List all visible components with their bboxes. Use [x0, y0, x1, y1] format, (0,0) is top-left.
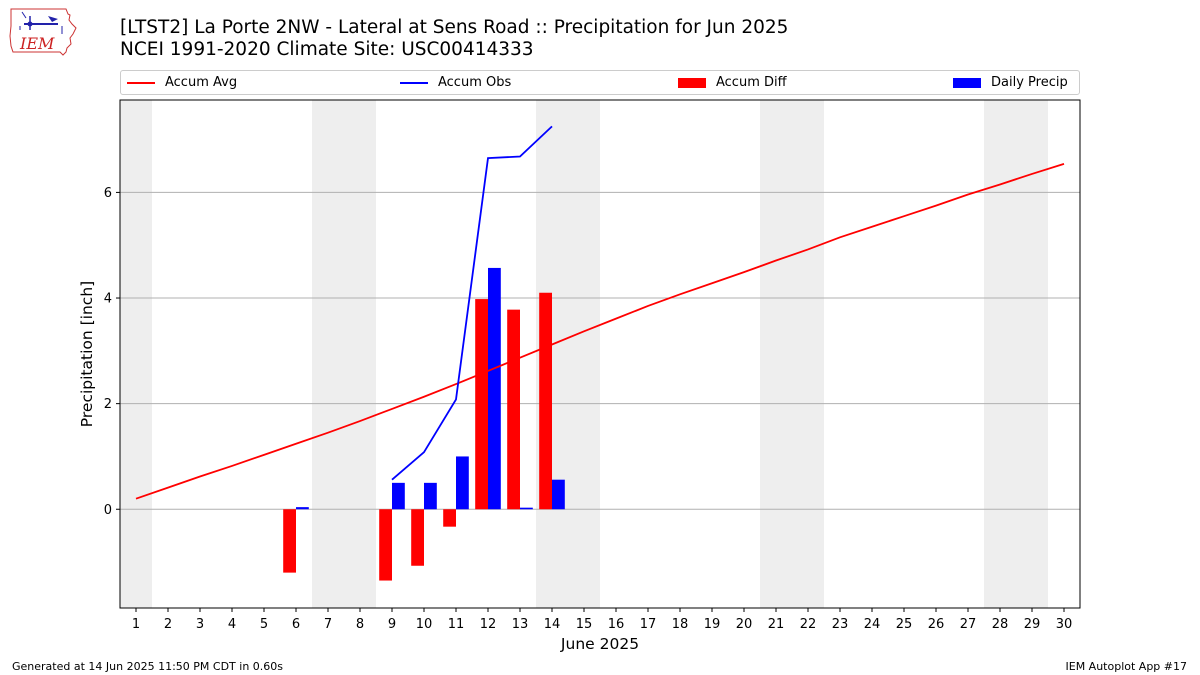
legend-item-accum-diff: Accum Diff	[678, 71, 787, 94]
accum-avg-line	[135, 163, 1065, 500]
daily-bar-day-12	[488, 267, 501, 510]
xtick-label-1: 1	[132, 617, 140, 632]
legend-label-accum-avg: Accum Avg	[165, 75, 238, 90]
xtick-label-4: 4	[228, 617, 236, 632]
legend-swatch-accum-diff	[678, 77, 706, 88]
legend-label-accum-diff: Accum Diff	[716, 75, 787, 90]
xtick-label-9: 9	[388, 617, 396, 632]
x-axis-label: June 2025	[560, 635, 639, 653]
xtick-label-11: 11	[448, 617, 465, 632]
xtick-label-18: 18	[672, 617, 689, 632]
legend-item-accum-avg: Accum Avg	[127, 71, 237, 94]
logo-text: IEM	[19, 34, 55, 53]
daily-bar-day-6	[296, 507, 309, 510]
accum-obs-line	[391, 125, 553, 481]
xtick-label-24: 24	[864, 617, 881, 632]
legend-label-accum-obs: Accum Obs	[438, 75, 512, 90]
weekend-band-1	[120, 100, 152, 608]
diff-bar-day-13	[507, 309, 520, 510]
xtick-label-19: 19	[704, 617, 721, 632]
xtick-label-7: 7	[324, 617, 332, 632]
ytick-label-2: 2	[104, 397, 112, 412]
xtick-label-29: 29	[1024, 617, 1041, 632]
xtick-label-21: 21	[768, 617, 785, 632]
diff-bar-day-6	[283, 509, 296, 573]
legend-item-accum-obs: Accum Obs	[400, 71, 511, 94]
xtick-label-2: 2	[164, 617, 172, 632]
weekend-band-7	[312, 100, 344, 608]
xtick-label-27: 27	[960, 617, 977, 632]
daily-bar-day-14	[552, 479, 565, 510]
legend-swatch-daily-precip	[953, 77, 981, 88]
diff-bar-day-14	[539, 292, 552, 510]
diff-bar-day-11	[443, 509, 456, 527]
daily-bar-day-9	[392, 482, 405, 510]
xtick-label-17: 17	[640, 617, 657, 632]
xtick-label-3: 3	[196, 617, 204, 632]
weekend-band-29	[1016, 100, 1048, 608]
xtick-label-5: 5	[260, 617, 268, 632]
weekend-band-22	[792, 100, 824, 608]
legend-swatch-accum-avg	[127, 81, 155, 84]
xtick-label-20: 20	[736, 617, 753, 632]
xtick-label-16: 16	[608, 617, 625, 632]
xtick-label-28: 28	[992, 617, 1009, 632]
footer-generated: Generated at 14 Jun 2025 11:50 PM CDT in…	[12, 660, 284, 673]
diff-bar-day-9	[379, 509, 392, 581]
xtick-label-8: 8	[356, 617, 364, 632]
footer-app: IEM Autoplot App #17	[1065, 660, 1188, 673]
diff-bar-day-10	[411, 509, 424, 566]
weekend-band-28	[984, 100, 1016, 608]
xtick-label-6: 6	[292, 617, 300, 632]
iowa-map-icon: IEM	[9, 8, 77, 56]
legend-item-daily-precip: Daily Precip	[953, 71, 1068, 94]
chart-subtitle: NCEI 1991-2020 Climate Site: USC00414333	[120, 39, 534, 60]
xtick-label-30: 30	[1056, 617, 1073, 632]
ytick-label-4: 4	[104, 292, 112, 307]
chart-title: [LTST2] La Porte 2NW - Lateral at Sens R…	[120, 17, 789, 38]
plot-frame	[119, 99, 1081, 609]
iem-logo: IEM	[8, 6, 80, 58]
xtick-label-10: 10	[416, 617, 433, 632]
ytick-label-0: 0	[104, 503, 112, 518]
xtick-label-14: 14	[544, 617, 561, 632]
legend: Accum Avg Accum Obs Accum Diff Daily Pre…	[120, 70, 1080, 95]
weekend-band-8	[344, 100, 376, 608]
legend-swatch-accum-obs	[400, 81, 428, 84]
xtick-label-26: 26	[928, 617, 945, 632]
legend-label-daily-precip: Daily Precip	[991, 75, 1068, 90]
ytick-label-6: 6	[104, 186, 112, 201]
weekend-band-21	[760, 100, 792, 608]
weekend-band-15	[568, 100, 600, 608]
xtick-label-15: 15	[576, 617, 593, 632]
xtick-label-22: 22	[800, 617, 817, 632]
diff-bar-day-12	[475, 299, 488, 510]
daily-bar-day-10	[424, 482, 437, 510]
xtick-label-23: 23	[832, 617, 849, 632]
y-axis-label: Precipitation [inch]	[78, 281, 96, 427]
daily-bar-day-11	[456, 456, 469, 510]
xtick-label-25: 25	[896, 617, 913, 632]
xtick-label-12: 12	[480, 617, 497, 632]
xtick-label-13: 13	[512, 617, 529, 632]
daily-bar-day-13	[520, 507, 533, 510]
